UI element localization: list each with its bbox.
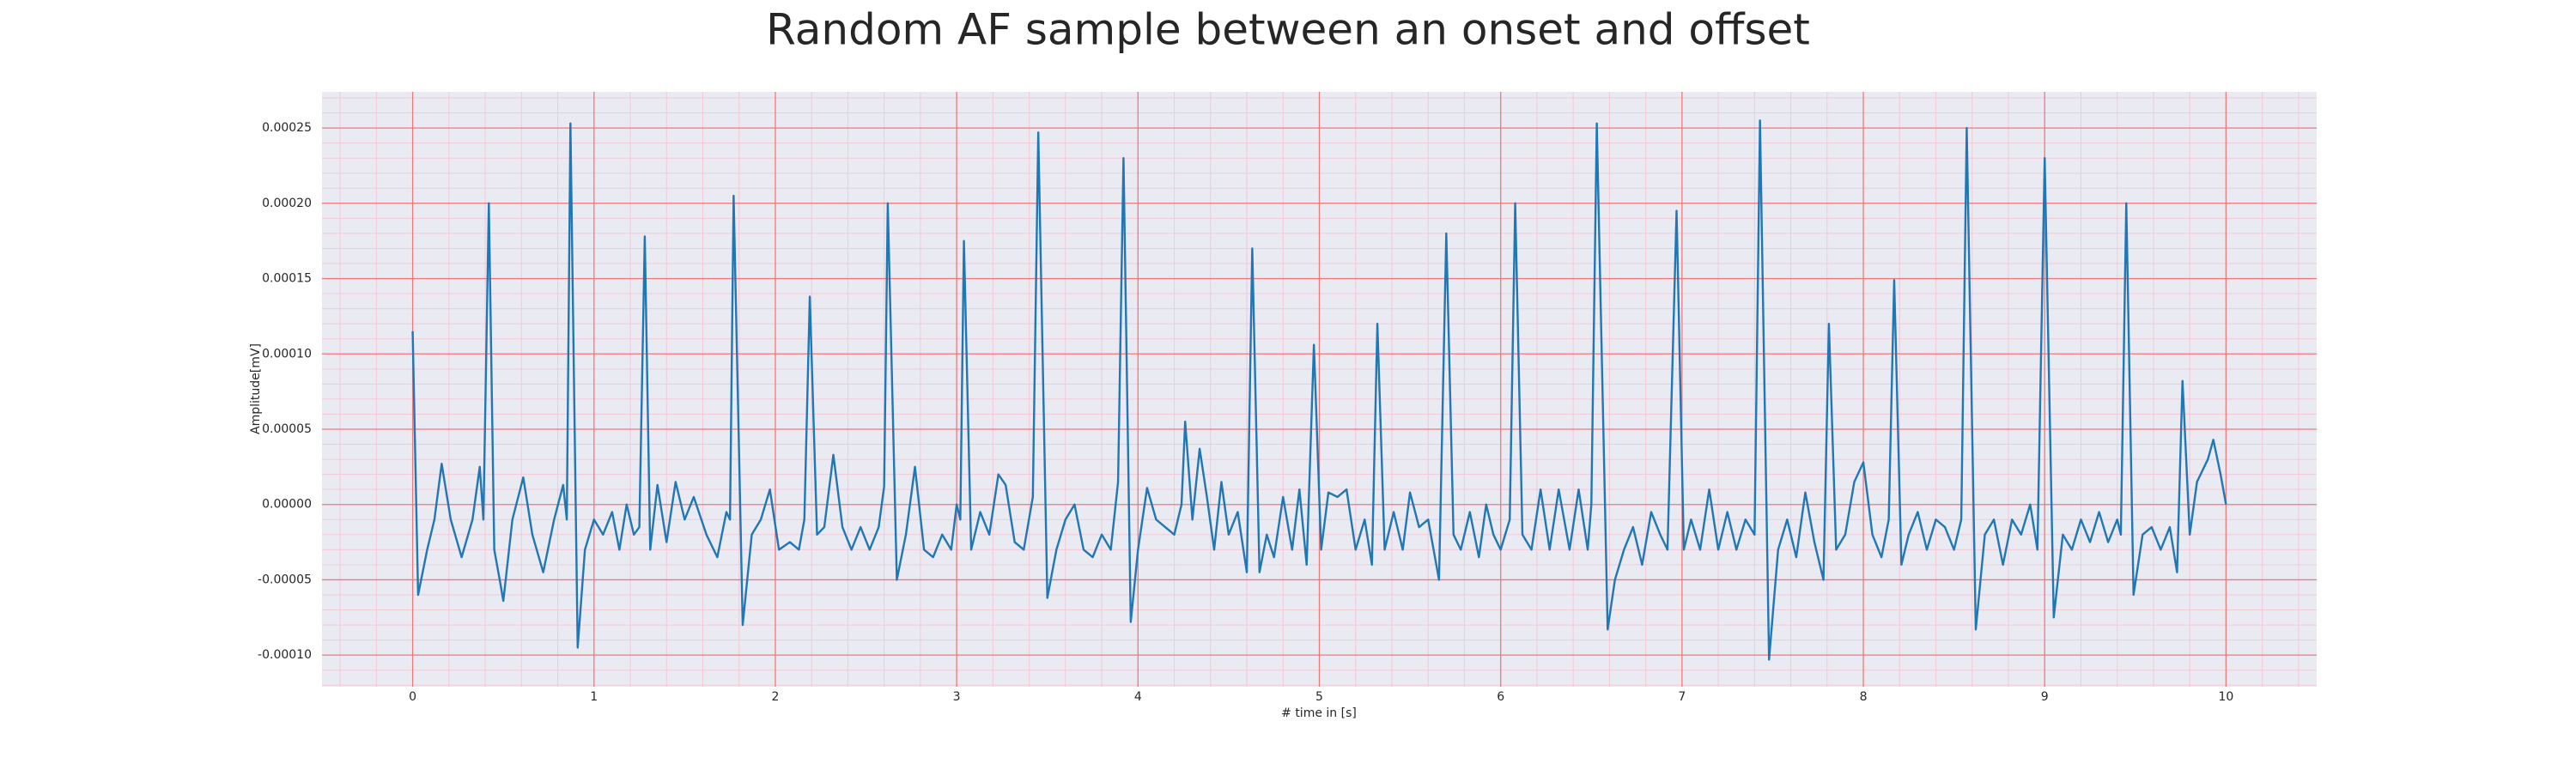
x-tick-label: 5 bbox=[1315, 690, 1323, 704]
y-tick-label: 0.00000 bbox=[262, 498, 312, 512]
y-tick-label: 0.00025 bbox=[262, 121, 312, 135]
x-axis-label: # time in [s] bbox=[1281, 706, 1357, 720]
x-tick-label: 10 bbox=[2218, 690, 2233, 704]
signal-line bbox=[411, 119, 2227, 661]
y-axis-label: Amplitude[mV] bbox=[249, 343, 263, 434]
x-tick-label: 0 bbox=[409, 690, 416, 704]
y-tick-label: 0.00010 bbox=[262, 347, 312, 361]
chart-title: Random AF sample between an onset and of… bbox=[766, 5, 1810, 55]
x-tick-label: 1 bbox=[590, 690, 598, 704]
x-tick-label: 8 bbox=[1860, 690, 1868, 704]
y-tick-label: 0.00005 bbox=[262, 422, 312, 436]
y-tick-label: 0.00015 bbox=[262, 272, 312, 286]
x-tick-label: 2 bbox=[771, 690, 779, 704]
x-tick-label: 7 bbox=[1678, 690, 1686, 704]
y-tick-label: 0.00020 bbox=[262, 197, 312, 210]
x-tick-label: 4 bbox=[1134, 690, 1142, 704]
x-tick-label: 6 bbox=[1497, 690, 1504, 704]
y-tick-label: -0.00005 bbox=[258, 573, 312, 586]
x-tick-label: 9 bbox=[2041, 690, 2049, 704]
y-tick-label: -0.00010 bbox=[258, 648, 312, 662]
x-tick-label: 3 bbox=[953, 690, 961, 704]
